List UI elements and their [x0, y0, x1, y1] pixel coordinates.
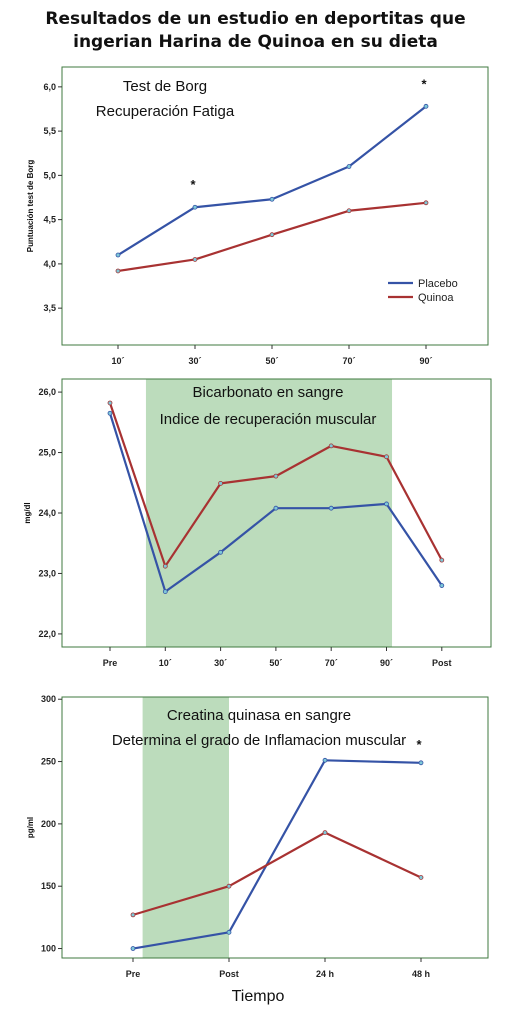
- panel-title: Creatina quinasa en sangre: [167, 707, 351, 724]
- data-point-quinoa: [322, 830, 328, 836]
- data-point-quinoa: [218, 480, 224, 486]
- data-point-quinoa: [192, 257, 198, 262]
- data-point-quinoa: [130, 912, 136, 918]
- x-tick-label: 50´: [269, 658, 282, 668]
- y-tick-label: 25,0: [38, 448, 56, 458]
- data-point-quinoa: [226, 883, 232, 889]
- x-axis-title: Tiempo: [232, 988, 285, 1005]
- x-tick-label: Post: [219, 969, 239, 979]
- main-title: Resultados de un estudio en deportitas q…: [0, 8, 511, 54]
- x-tick-label: 30´: [214, 658, 227, 668]
- y-tick-label: 5,5: [43, 126, 56, 136]
- x-tick-label: 10´: [159, 658, 172, 668]
- y-tick-label: 4,5: [43, 215, 56, 225]
- significance-star: *: [421, 76, 427, 91]
- y-tick-label: 150: [41, 881, 56, 891]
- x-tick-label: 90´: [419, 356, 432, 366]
- panel-title: Test de Borg: [123, 78, 207, 95]
- y-tick-label: 26,0: [38, 387, 56, 397]
- data-point-placebo: [273, 505, 279, 511]
- y-tick-label: 5,0: [43, 170, 56, 180]
- plot-frame-1: [61, 66, 489, 346]
- x-tick-label: Post: [432, 658, 452, 668]
- x-tick-label: 70´: [342, 356, 355, 366]
- data-point-quinoa: [418, 875, 424, 880]
- x-tick-label: Pre: [103, 658, 118, 668]
- data-point-placebo: [439, 583, 445, 588]
- data-point-quinoa: [423, 200, 429, 206]
- legend-label-placebo: Placebo: [418, 278, 458, 290]
- y-axis-label: pg/ml: [26, 817, 35, 838]
- data-point-quinoa: [115, 268, 121, 274]
- y-axis-label: Puntuación test de Borg: [26, 160, 35, 253]
- data-point-placebo: [115, 252, 121, 258]
- x-tick-label: 70´: [325, 658, 338, 668]
- series-line-quinoa: [132, 831, 422, 916]
- y-axis-label: mg/dl: [23, 502, 32, 523]
- data-point-placebo: [162, 589, 168, 594]
- x-tick-label: Pre: [126, 969, 141, 979]
- data-point-placebo: [192, 204, 198, 210]
- y-tick-label: 4,0: [43, 259, 56, 269]
- data-point-placebo: [269, 196, 275, 202]
- y-tick-label: 6,0: [43, 82, 56, 92]
- y-tick-label: 23,0: [38, 568, 56, 578]
- data-point-placebo: [130, 946, 136, 951]
- series-line-placebo: [132, 759, 422, 950]
- panel-subtitle: Indice de recuperación muscular: [160, 411, 377, 428]
- y-tick-label: 100: [41, 944, 56, 954]
- x-tick-label: 30´: [188, 356, 201, 366]
- y-tick-label: 250: [41, 757, 56, 767]
- y-tick-label: 22,0: [38, 629, 56, 639]
- data-point-quinoa: [273, 473, 279, 479]
- x-tick-label: 90´: [380, 658, 393, 668]
- data-point-placebo: [218, 549, 224, 555]
- data-point-placebo: [226, 929, 232, 935]
- main-title-line-2: ingerian Harina de Quinoa en su dieta: [73, 32, 438, 52]
- data-point-placebo: [418, 760, 424, 766]
- y-tick-label: 300: [41, 694, 56, 704]
- data-point-quinoa: [269, 232, 275, 238]
- x-tick-label: 24 h: [316, 969, 334, 979]
- x-tick-label: 50´: [265, 356, 278, 366]
- y-tick-label: 3,5: [43, 303, 56, 313]
- legend-label-quinoa: Quinoa: [418, 292, 454, 304]
- shaded-band-3: [142, 697, 229, 958]
- main-title-line-1: Resultados de un estudio en deportitas q…: [45, 9, 466, 29]
- x-tick-label: 48 h: [412, 969, 430, 979]
- data-point-placebo: [322, 757, 328, 763]
- data-point-quinoa: [328, 443, 334, 449]
- data-point-quinoa: [346, 208, 352, 214]
- data-point-placebo: [107, 410, 113, 416]
- data-point-quinoa: [107, 400, 113, 406]
- panel-subtitle: Recuperación Fatiga: [96, 103, 235, 120]
- data-point-quinoa: [439, 557, 445, 563]
- data-point-placebo: [384, 501, 389, 507]
- significance-star: *: [416, 737, 422, 752]
- panel-title: Bicarbonato en sangre: [193, 384, 344, 401]
- x-tick-label: 10´: [111, 356, 124, 366]
- y-tick-label: 24,0: [38, 508, 56, 518]
- data-point-quinoa: [384, 454, 389, 460]
- data-point-quinoa: [162, 563, 168, 569]
- plot-frame-3: [61, 696, 489, 959]
- data-point-placebo: [346, 164, 352, 169]
- panel-subtitle: Determina el grado de Inflamacion muscul…: [112, 732, 406, 749]
- data-point-placebo: [423, 103, 429, 109]
- significance-star: *: [190, 177, 196, 192]
- y-tick-label: 200: [41, 819, 56, 829]
- data-point-placebo: [328, 505, 334, 511]
